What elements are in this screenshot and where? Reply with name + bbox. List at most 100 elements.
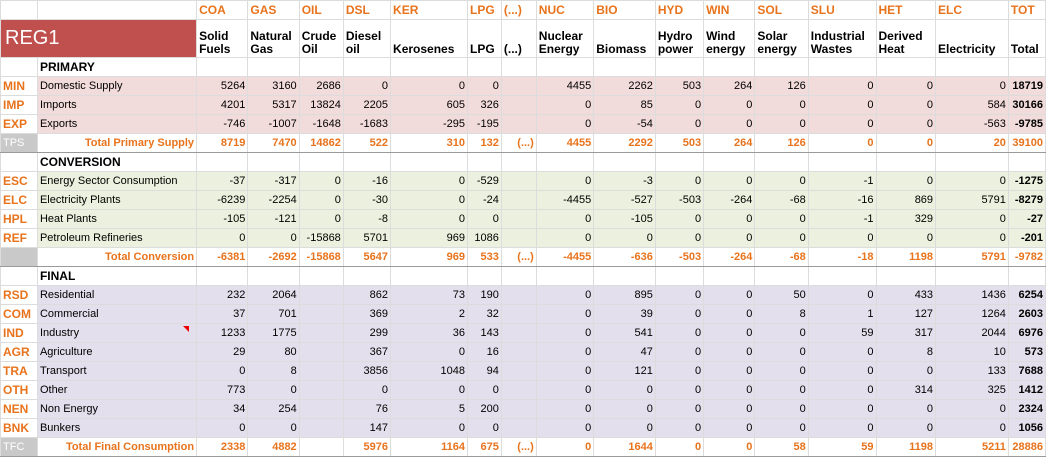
value-cell[interactable]: 3856 [342,361,392,381]
section-empty-cell[interactable] [390,266,469,286]
value-cell[interactable]: 6254 [1007,285,1047,305]
total-value-cell[interactable]: -503 [654,247,705,267]
value-cell[interactable]: 47 [593,342,656,362]
value-cell[interactable] [500,171,537,191]
value-cell[interactable]: 0 [875,76,937,96]
section-title-conversion[interactable]: CONVERSION [36,152,198,172]
value-cell[interactable]: 127 [875,304,937,324]
value-cell[interactable] [500,114,537,134]
value-cell[interactable]: 0 [298,209,344,229]
total-value-cell[interactable]: 0 [875,133,937,153]
value-cell[interactable]: 3160 [247,76,300,96]
section-empty-cell[interactable] [1007,57,1047,77]
value-cell[interactable]: 0 [467,418,502,438]
value-cell[interactable]: 314 [875,380,937,400]
value-cell[interactable] [298,323,344,343]
total-value-cell[interactable]: -68 [754,247,809,267]
value-cell[interactable]: 433 [875,285,937,305]
value-cell[interactable]: 0 [807,418,877,438]
value-cell[interactable]: -1007 [247,114,300,134]
total-value-cell[interactable]: 522 [342,133,392,153]
fuel-name-12[interactable]: Industrial Wastes [807,19,877,58]
value-cell[interactable]: 8 [875,342,937,362]
fuel-name-15[interactable]: Total [1007,19,1047,58]
row-code[interactable]: IND [0,323,38,343]
fuel-code-7[interactable]: NUC [535,0,595,20]
section-title-primary[interactable]: PRIMARY [36,57,198,77]
value-cell[interactable]: 0 [754,171,809,191]
value-cell[interactable]: 126 [754,76,809,96]
fuel-code-2[interactable]: OIL [298,0,344,20]
total-value-cell[interactable]: -2692 [247,247,300,267]
value-cell[interactable]: -1683 [342,114,392,134]
value-cell[interactable]: 0 [935,399,1009,419]
value-cell[interactable]: 605 [390,95,469,115]
value-cell[interactable]: 0 [196,228,249,248]
section-empty-cell[interactable] [500,266,537,286]
section-empty-cell[interactable] [935,152,1009,172]
value-cell[interactable]: -317 [247,171,300,191]
value-cell[interactable]: 0 [754,342,809,362]
total-value-cell[interactable]: 8719 [196,133,249,153]
fuel-code-0[interactable]: COA [196,0,249,20]
fuel-name-4[interactable]: Kerosenes [390,19,469,58]
value-cell[interactable]: 13824 [298,95,344,115]
fuel-name-9[interactable]: Hydro power [654,19,705,58]
value-cell[interactable]: 254 [247,399,300,419]
value-cell[interactable]: 0 [807,399,877,419]
value-cell[interactable] [298,399,344,419]
fuel-code-12[interactable]: SLU [807,0,877,20]
value-cell[interactable] [500,380,537,400]
value-cell[interactable]: 0 [247,380,300,400]
row-code[interactable]: HPL [0,209,38,229]
value-cell[interactable]: 0 [467,209,502,229]
total-value-cell[interactable]: 1198 [875,437,937,457]
row-label[interactable]: Other [36,380,198,400]
value-cell[interactable]: 0 [703,323,756,343]
section-empty-cell[interactable] [467,57,502,77]
corner-cell[interactable] [0,0,38,20]
total-value-cell[interactable]: 132 [467,133,502,153]
section-empty-cell[interactable] [875,266,937,286]
value-cell[interactable]: 0 [935,418,1009,438]
total-value-cell[interactable]: 20 [935,133,1009,153]
total-value-cell[interactable]: 310 [390,133,469,153]
value-cell[interactable]: 503 [654,76,705,96]
value-cell[interactable]: 5791 [935,190,1009,210]
value-cell[interactable]: 0 [342,76,392,96]
section-empty-cell[interactable] [1007,266,1047,286]
section-empty-cell[interactable] [500,152,537,172]
row-label[interactable]: Commercial [36,304,198,324]
value-cell[interactable]: 10 [935,342,1009,362]
row-code[interactable]: TRA [0,361,38,381]
row-label[interactable]: Heat Plants [36,209,198,229]
value-cell[interactable]: 2064 [247,285,300,305]
row-label[interactable]: Exports [36,114,198,134]
value-cell[interactable]: 1264 [935,304,1009,324]
value-cell[interactable]: 0 [807,361,877,381]
section-empty-cell[interactable] [754,266,809,286]
value-cell[interactable]: 264 [703,76,756,96]
value-cell[interactable]: -9785 [1007,114,1047,134]
value-cell[interactable] [500,285,537,305]
value-cell[interactable]: 317 [875,323,937,343]
value-cell[interactable]: 0 [935,171,1009,191]
value-cell[interactable]: 0 [875,418,937,438]
row-code[interactable]: OTH [0,380,38,400]
value-cell[interactable]: 0 [875,171,937,191]
value-cell[interactable]: 1436 [935,285,1009,305]
value-cell[interactable] [500,418,537,438]
value-cell[interactable]: 0 [593,228,656,248]
value-cell[interactable]: 0 [703,171,756,191]
value-cell[interactable]: 0 [875,95,937,115]
section-empty-cell[interactable] [875,57,937,77]
section-empty-cell[interactable] [535,266,595,286]
value-cell[interactable]: 0 [703,209,756,229]
row-code[interactable]: MIN [0,76,38,96]
value-cell[interactable]: 0 [390,418,469,438]
fuel-code-14[interactable]: ELC [935,0,1009,20]
section-empty-cell[interactable] [247,266,300,286]
value-cell[interactable]: 133 [935,361,1009,381]
value-cell[interactable]: 5264 [196,76,249,96]
value-cell[interactable]: 0 [535,209,595,229]
